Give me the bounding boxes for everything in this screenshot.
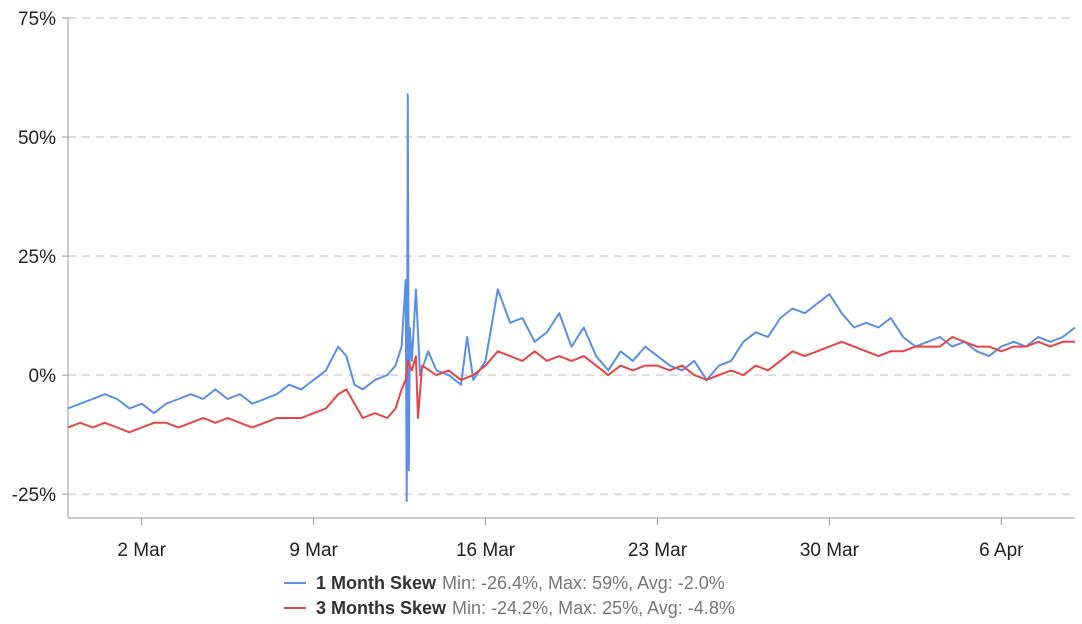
x-tick-label: 16 Mar	[456, 540, 516, 561]
y-tick-label: 50%	[18, 128, 56, 149]
y-tick-label: 25%	[18, 247, 56, 268]
y-tick-label: 0%	[29, 366, 57, 387]
x-tick-label: 6 Apr	[979, 540, 1024, 561]
x-tick-label: 23 Mar	[628, 540, 688, 561]
legend-label: 1 Month Skew Min: -26.4%, Max: 59%, Avg: …	[316, 573, 725, 593]
legend-series-stats: Min: -24.2%, Max: 25%, Avg: -4.8%	[452, 598, 735, 618]
series-line-1-month-skew	[67, 93, 1076, 502]
legend-series-stats: Min: -26.4%, Max: 59%, Avg: -2.0%	[442, 573, 725, 593]
legend-series-name: 1 Month Skew	[316, 573, 437, 593]
legend-item-1-month-skew[interactable]: 1 Month Skew Min: -26.4%, Max: 59%, Avg: …	[284, 573, 725, 593]
legend-label: 3 Months Skew Min: -24.2%, Max: 25%, Avg:…	[316, 598, 735, 618]
x-tick-label: 9 Mar	[289, 540, 338, 561]
series-line-3-months-skew	[67, 336, 1075, 434]
legend-series-name: 3 Months Skew	[316, 598, 447, 618]
legend-item-3-months-skew[interactable]: 3 Months Skew Min: -24.2%, Max: 25%, Avg:…	[284, 598, 735, 618]
legend[interactable]: 1 Month Skew Min: -26.4%, Max: 59%, Avg: …	[284, 573, 735, 618]
y-axis-ticks: 75% 50% 25% 0% -25%	[12, 9, 68, 506]
grid-lines	[68, 17, 1075, 496]
axes	[67, 18, 1075, 519]
x-tick-label: 2 Mar	[117, 540, 166, 561]
x-axis-ticks: 2 Mar 9 Mar 16 Mar 23 Mar 30 Mar 6 Apr	[117, 518, 1024, 561]
x-tick-label: 30 Mar	[800, 540, 860, 561]
y-tick-label: -25%	[12, 485, 56, 506]
y-tick-label: 75%	[18, 9, 56, 30]
series-lines	[67, 93, 1076, 502]
